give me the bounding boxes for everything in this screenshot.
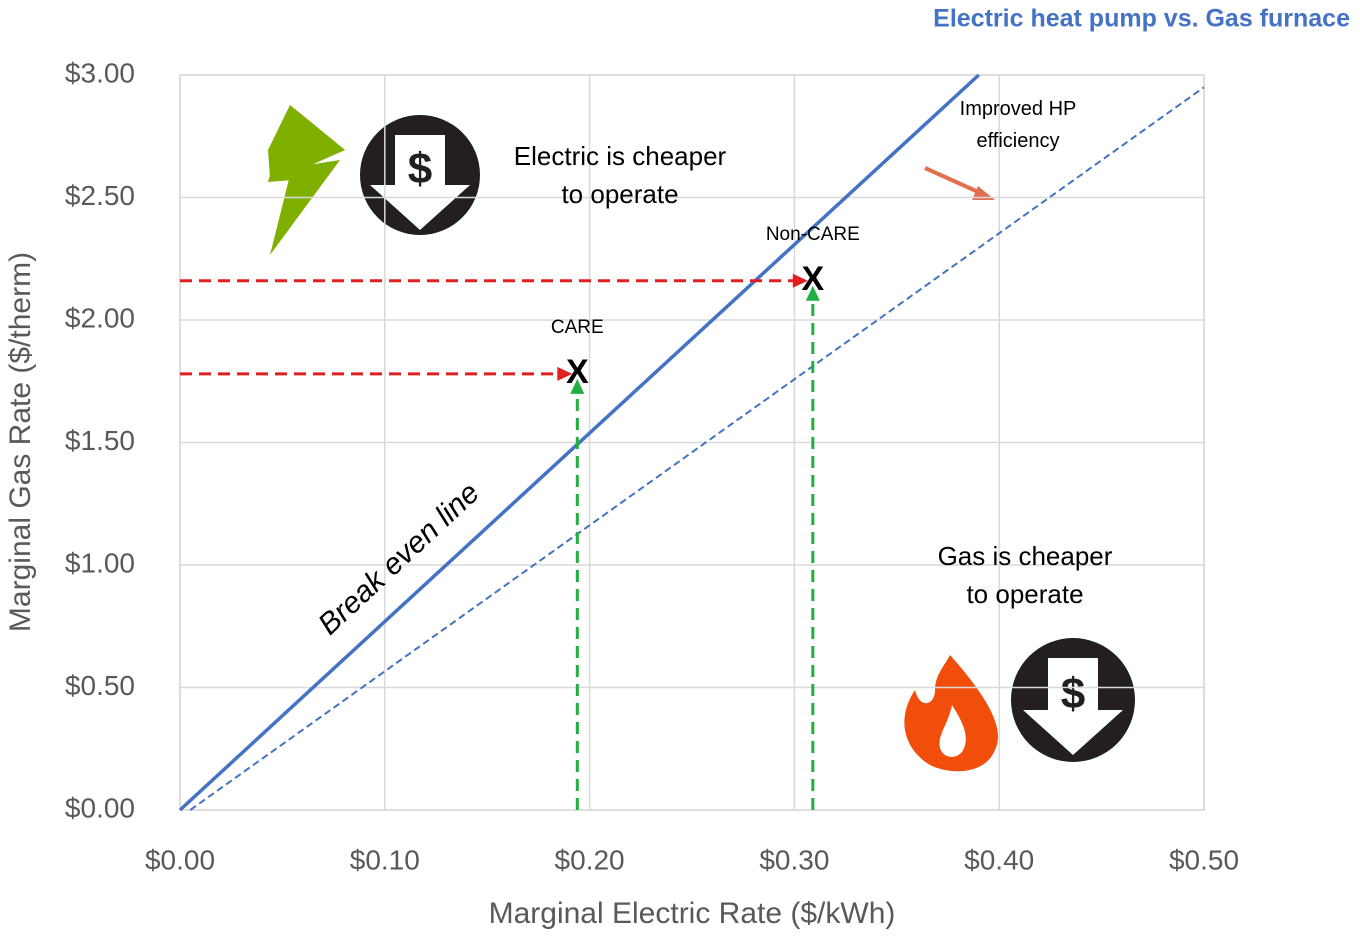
point-label: Non-CARE [766,224,860,245]
annotation: Gas is cheaper [938,541,1113,571]
x-tick-label: $0.00 [145,844,215,875]
y-axis-label: Marginal Gas Rate ($/therm) [4,252,37,632]
x-tick-label: $0.30 [759,844,829,875]
series-line [189,86,1205,811]
annotation: Electric is cheaper [514,141,727,171]
y-tick-label: $2.00 [65,302,135,333]
x-tick-label: $0.40 [964,844,1034,875]
dollar-arrow [370,135,470,230]
y-tick-label: $1.00 [65,547,135,578]
x-tick-label: $0.10 [350,844,420,875]
x-axis-label: Marginal Electric Rate ($/kWh) [489,897,896,930]
annotation: to operate [561,179,678,209]
y-tick-label: $0.50 [65,670,135,701]
plot-border [179,74,1205,811]
annotation-arrowhead [972,186,995,200]
point-marker: X [566,353,589,391]
dollar-arrow [1023,658,1123,755]
y-tick-label: $3.00 [65,57,135,88]
series-line [178,73,980,812]
lightning-icon [268,105,345,255]
y-tick-label: $1.50 [65,425,135,456]
dollar-sign: $ [1061,670,1085,719]
flame-inner [939,705,966,757]
arrowhead [557,366,573,381]
arrowhead [805,285,820,301]
chart-title: Electric heat pump vs. Gas furnace [933,5,1350,33]
y-tick-label: $0.00 [65,792,135,823]
point-label: CARE [551,317,604,338]
point-marker: X [801,260,824,298]
arrowhead [792,273,808,288]
x-tick-label: $0.50 [1169,844,1239,875]
annotation: to operate [966,579,1083,609]
series-label: Improved HP efficiency [960,98,1077,152]
dollar-sign: $ [408,145,432,194]
annotation-arrow [924,166,986,197]
y-tick-label: $2.50 [65,180,135,211]
x-tick-label: $0.20 [555,844,625,875]
arrowhead [570,378,585,394]
